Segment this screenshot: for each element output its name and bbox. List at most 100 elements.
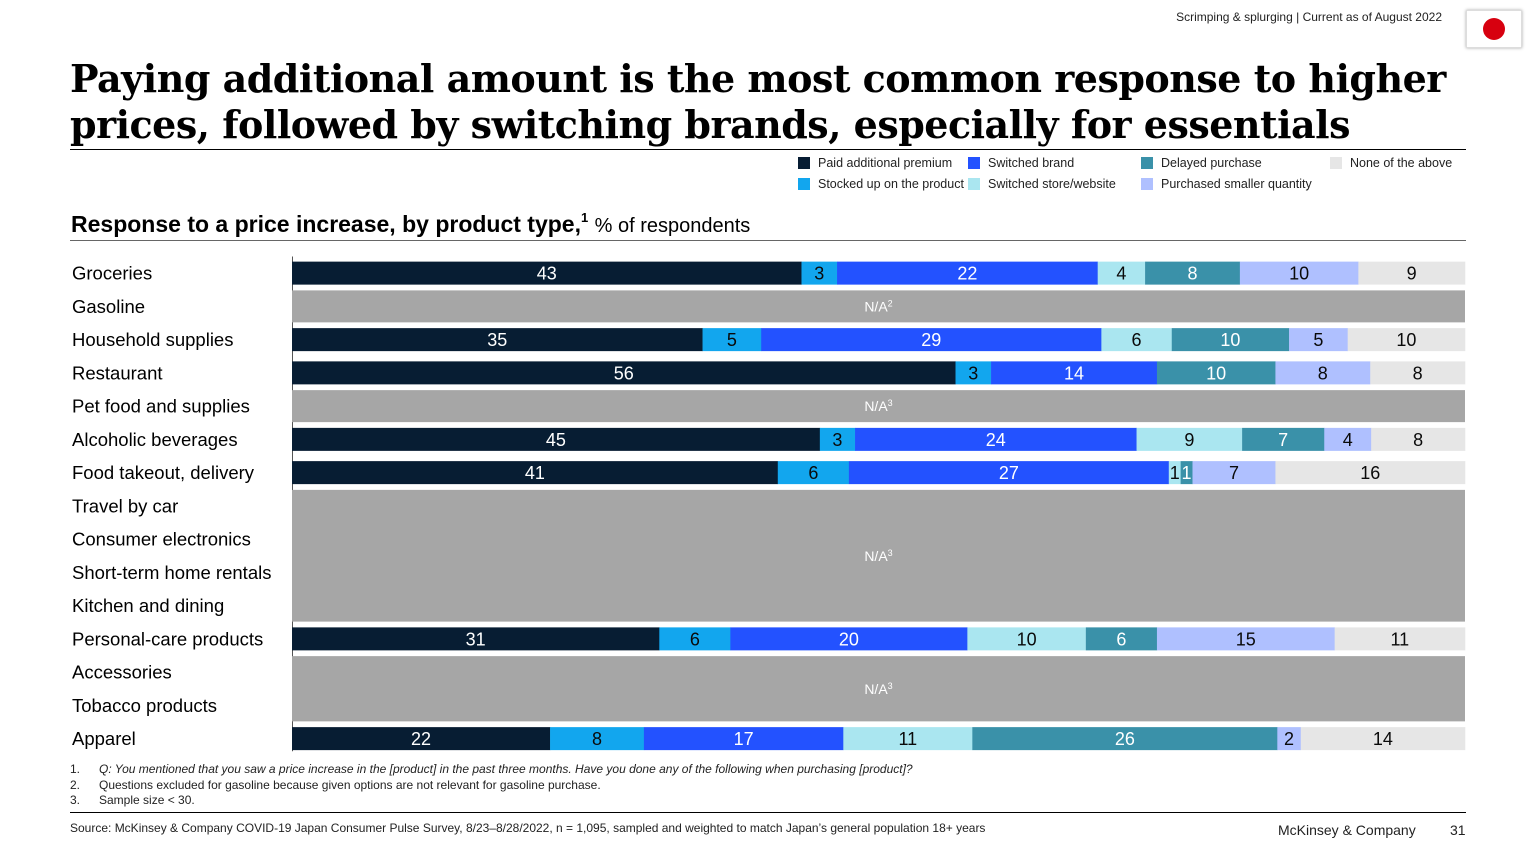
bar-segment [1156, 361, 1276, 385]
footer-rule [70, 812, 1466, 813]
legend-item: Purchased smaller quantity [1141, 177, 1312, 191]
chart-legend: Paid additional premium Switched brand Del… [798, 156, 1478, 200]
source-note: Source: McKinsey & Company COVID-19 Japa… [70, 821, 986, 835]
category-label: Personal-care products [72, 628, 263, 649]
bar-segment [292, 427, 821, 451]
bar-value-label: 27 [999, 463, 1019, 483]
chart-heading: Response to a price increase, by product… [71, 210, 750, 238]
bar-value-label: 17 [734, 729, 754, 749]
legend-label: Switched store/website [988, 177, 1116, 191]
bar-segment [659, 627, 731, 651]
na-label-text: N/A [864, 398, 888, 414]
category-label: Groceries [72, 263, 152, 284]
legend-swatch [1141, 157, 1153, 169]
bar-segment [1156, 627, 1335, 651]
category-label: Restaurant [72, 362, 163, 383]
bar-value-label: 10 [1220, 330, 1240, 350]
bar-segment [1275, 361, 1371, 385]
bar-segment [843, 727, 973, 751]
category-label: Alcoholic beverages [72, 429, 238, 450]
page-title: Paying additional amount is the most com… [70, 56, 1446, 147]
bar-value-label: 26 [1115, 729, 1135, 749]
na-block [292, 656, 1465, 722]
legend-item: Delayed purchase [1141, 156, 1262, 170]
bar-segment [1242, 427, 1325, 451]
bar-value-label: 8 [592, 729, 602, 749]
footnote-number: 3. [70, 793, 81, 807]
bar-segment [1277, 727, 1302, 751]
legend-label: Stocked up on the product [818, 177, 964, 191]
legend-label: Switched brand [988, 156, 1075, 170]
category-label: Accessories [72, 662, 172, 683]
legend-label: Paid additional premium [818, 156, 953, 170]
category-label: Short-term home rentals [72, 562, 271, 583]
bar-segment [1101, 328, 1173, 352]
bar-segment [1171, 328, 1290, 352]
bar-segment [855, 427, 1137, 451]
bar-value-label: 8 [1413, 363, 1423, 383]
bar-value-label: 31 [466, 629, 486, 649]
bar-segment [1275, 461, 1466, 485]
na-label: N/A3 [864, 398, 892, 414]
bar-value-label: 7 [1229, 463, 1239, 483]
chart-heading-footnote-ref: 1 [581, 210, 589, 225]
na-label: N/A2 [864, 298, 892, 314]
bar-segment [292, 361, 956, 385]
legend-swatch [968, 157, 980, 169]
legend-item: Switched brand [968, 156, 1074, 170]
bar-value-label: 43 [537, 264, 557, 284]
bar-segment [801, 261, 838, 285]
bar-segment [967, 627, 1087, 651]
bar-value-label: 16 [1360, 463, 1380, 483]
bar-segment [1324, 427, 1372, 451]
bar-value-label: 6 [1132, 330, 1142, 350]
bar-segment [292, 627, 660, 651]
bar-value-label: 10 [1017, 629, 1037, 649]
legend-swatch [1141, 178, 1153, 190]
bar-value-label: 8 [1413, 430, 1423, 450]
bar-segment [1371, 427, 1466, 451]
bar-segment [761, 328, 1102, 352]
na-label-text: N/A [864, 548, 888, 564]
bar-value-label: 29 [921, 330, 941, 350]
na-label: N/A3 [864, 548, 892, 564]
na-label: N/A3 [864, 681, 892, 697]
bar-value-label: 3 [968, 363, 978, 383]
na-label-text: N/A [864, 298, 888, 314]
bar-value-label: 3 [832, 430, 842, 450]
bar-value-label: 5 [727, 330, 737, 350]
footnote-text: Q: You mentioned that you saw a price in… [99, 762, 913, 776]
category-label: Pet food and supplies [72, 396, 250, 417]
na-block [292, 390, 1465, 423]
japan-flag-icon [1466, 10, 1522, 48]
bar-value-label: 2 [1284, 729, 1294, 749]
bar-segment [550, 727, 645, 751]
legend-item: Stocked up on the product [798, 177, 964, 191]
category-label: Food takeout, delivery [72, 462, 255, 483]
bar-value-label: 1 [1182, 463, 1192, 483]
legend-swatch [798, 157, 810, 169]
bar-value-label: 10 [1289, 264, 1309, 284]
header-meta: Scrimping & splurging | Current as of Au… [1176, 10, 1442, 24]
bar-segment [837, 261, 1098, 285]
bar-segment [292, 328, 703, 352]
legend-item: Paid additional premium [798, 156, 952, 170]
bar-value-label: 7 [1278, 430, 1288, 450]
legend-label: Delayed purchase [1161, 156, 1262, 170]
bar-value-label: 45 [546, 430, 566, 450]
bar-segment [292, 727, 551, 751]
bar-segment [292, 461, 779, 485]
bar-segment [1136, 427, 1243, 451]
chart-heading-main: Response to a price increase, by product… [71, 211, 581, 237]
legend-swatch [1330, 157, 1342, 169]
bar-segment [1085, 627, 1158, 651]
bar-segment [1168, 461, 1181, 485]
bar-segment [991, 361, 1158, 385]
category-label: Gasoline [72, 296, 145, 317]
category-label: Household supplies [72, 329, 233, 350]
bar-segment [643, 727, 844, 751]
footnote-text: Sample size < 30. [99, 793, 195, 807]
bar-value-label: 24 [986, 430, 1006, 450]
bar-value-label: 3 [814, 264, 824, 284]
bar-segment [1289, 328, 1348, 352]
